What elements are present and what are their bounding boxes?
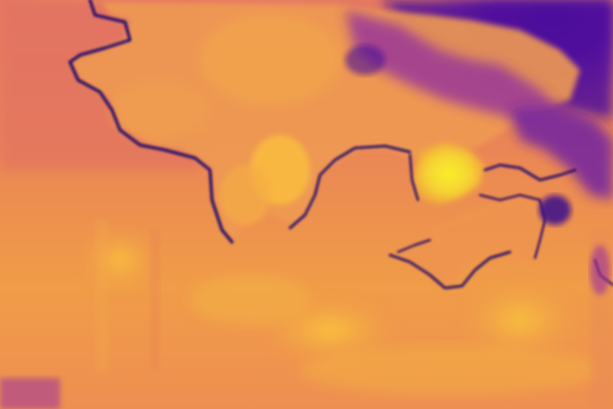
- right-branch-cluster: [400, 195, 545, 285]
- lower-right-gold-patch: [460, 280, 580, 360]
- bottom-left-dark-strip: [0, 378, 60, 409]
- nearest-foliage-blob: [412, 142, 485, 205]
- lower-left-gold-patch: [80, 225, 160, 295]
- gap-in-foliage: [539, 195, 571, 225]
